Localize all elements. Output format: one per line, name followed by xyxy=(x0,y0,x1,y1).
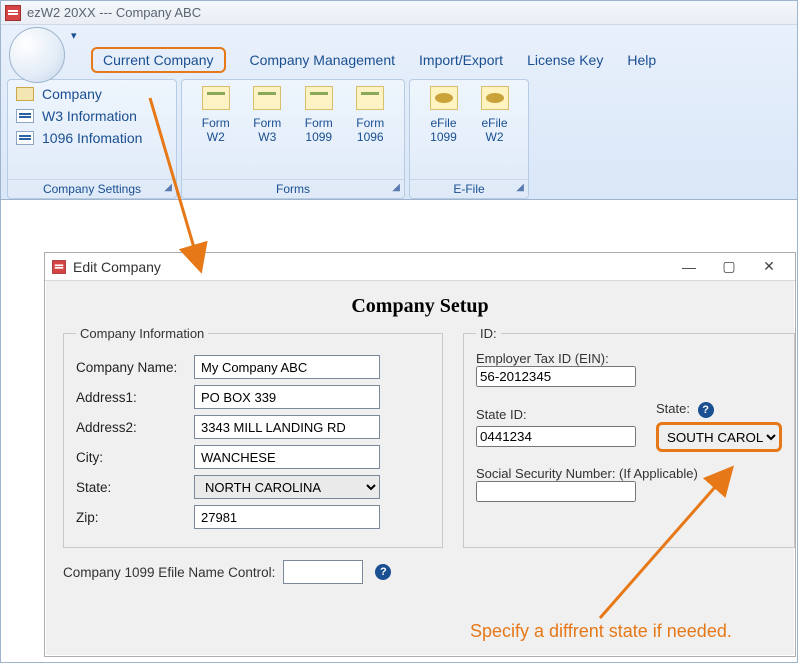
ribbon-button-form-w3[interactable]: Form W3 xyxy=(242,86,294,145)
tab-help[interactable]: Help xyxy=(627,52,656,68)
form-icon xyxy=(16,109,34,123)
orb-button[interactable] xyxy=(9,27,65,83)
form-icon xyxy=(202,86,230,110)
form-icon xyxy=(16,131,34,145)
fieldset-id: ID: Employer Tax ID (EIN): State ID: Sta… xyxy=(463,326,795,548)
home-icon xyxy=(16,87,34,101)
form-icon xyxy=(356,86,384,110)
app-icon xyxy=(5,5,21,21)
ribbon-button-form-1099[interactable]: Form 1099 xyxy=(293,86,345,145)
tab-company-management[interactable]: Company Management xyxy=(250,52,396,68)
ribbon-button-efile-w2[interactable]: eFile W2 xyxy=(469,86,520,145)
efile-icon xyxy=(481,86,509,110)
help-icon[interactable]: ? xyxy=(375,564,391,580)
state-left-select[interactable]: NORTH CAROLINA xyxy=(194,475,380,499)
address2-input[interactable] xyxy=(194,415,380,439)
ribbon-item-company[interactable]: Company xyxy=(16,86,142,102)
efile-icon xyxy=(430,86,458,110)
tab-import-export[interactable]: Import/Export xyxy=(419,52,503,68)
dialog-launcher-icon[interactable]: ◢ xyxy=(164,182,172,193)
ribbon-item-label: Company xyxy=(42,86,102,102)
label-address1: Address1: xyxy=(76,390,194,405)
dialog-launcher-icon[interactable]: ◢ xyxy=(392,182,400,193)
ribbon-group-caption: E-File xyxy=(453,182,484,196)
label-efile-name-control: Company 1099 Efile Name Control: xyxy=(63,565,275,580)
state-id-input[interactable] xyxy=(476,426,636,447)
close-button[interactable]: ✕ xyxy=(749,258,789,275)
company-name-input[interactable] xyxy=(194,355,380,379)
ribbon-item-w3-information[interactable]: W3 Information xyxy=(16,108,142,124)
label-address2: Address2: xyxy=(76,420,194,435)
window-title: ezW2 20XX --- Company ABC xyxy=(27,5,201,20)
tab-current-company[interactable]: Current Company xyxy=(91,47,226,73)
ribbon-item-1096-information[interactable]: 1096 Infomation xyxy=(16,130,142,146)
tab-license-key[interactable]: License Key xyxy=(527,52,603,68)
ribbon-group-company-settings: Company W3 Information 1096 Infomation xyxy=(7,79,177,199)
dialog-titlebar: Edit Company — ▢ ✕ xyxy=(45,253,795,281)
minimize-button[interactable]: — xyxy=(669,259,709,275)
ribbon-item-label: 1096 Infomation xyxy=(42,130,142,146)
label-company-name: Company Name: xyxy=(76,360,194,375)
label-ein: Employer Tax ID (EIN): xyxy=(476,351,782,366)
fieldset-legend: Company Information xyxy=(76,326,208,341)
ein-input[interactable] xyxy=(476,366,636,387)
help-icon[interactable]: ? xyxy=(698,402,714,418)
fieldset-company-information: Company Information Company Name: Addres… xyxy=(63,326,443,548)
ribbon-group-caption: Forms xyxy=(276,182,310,196)
label-state-right: State: xyxy=(656,401,690,416)
zip-input[interactable] xyxy=(194,505,380,529)
label-ssn: Social Security Number: (If Applicable) xyxy=(476,466,782,481)
ribbon-group-forms: Form W2 Form W3 Form 1099 xyxy=(181,79,405,199)
ribbon-group-caption: Company Settings xyxy=(43,182,141,196)
ribbon-button-efile-1099[interactable]: eFile 1099 xyxy=(418,86,469,145)
dialog-launcher-icon[interactable]: ◢ xyxy=(516,182,524,193)
annotation-text: Specify a diffrent state if needed. xyxy=(470,620,732,643)
efile-name-control-input[interactable] xyxy=(283,560,363,584)
dialog-title: Edit Company xyxy=(73,259,161,275)
form-icon xyxy=(253,86,281,110)
label-state-left: State: xyxy=(76,480,194,495)
label-state-id: State ID: xyxy=(476,407,636,422)
main-titlebar: ezW2 20XX --- Company ABC xyxy=(1,1,797,25)
form-icon xyxy=(305,86,333,110)
label-city: City: xyxy=(76,450,194,465)
app-icon xyxy=(52,260,66,274)
label-zip: Zip: xyxy=(76,510,194,525)
dialog-heading: Company Setup xyxy=(63,295,777,318)
ssn-input[interactable] xyxy=(476,481,636,502)
ribbon-button-form-1096[interactable]: Form 1096 xyxy=(345,86,397,145)
quick-access-dropdown-icon[interactable]: ▾ xyxy=(71,29,77,42)
fieldset-legend: ID: xyxy=(476,326,501,341)
maximize-button[interactable]: ▢ xyxy=(709,258,749,275)
ribbon-button-form-w2[interactable]: Form W2 xyxy=(190,86,242,145)
edit-company-dialog: Edit Company — ▢ ✕ Company Setup Company… xyxy=(44,252,796,657)
ribbon: ▾ Current Company Company Management Imp… xyxy=(1,25,797,200)
address1-input[interactable] xyxy=(194,385,380,409)
ribbon-tabs: Current Company Company Management Impor… xyxy=(1,45,797,75)
ribbon-item-label: W3 Information xyxy=(42,108,137,124)
ribbon-group-efile: eFile 1099 eFile W2 E-File ◢ xyxy=(409,79,529,199)
city-input[interactable] xyxy=(194,445,380,469)
state-right-select[interactable]: SOUTH CAROLINA xyxy=(656,422,782,452)
